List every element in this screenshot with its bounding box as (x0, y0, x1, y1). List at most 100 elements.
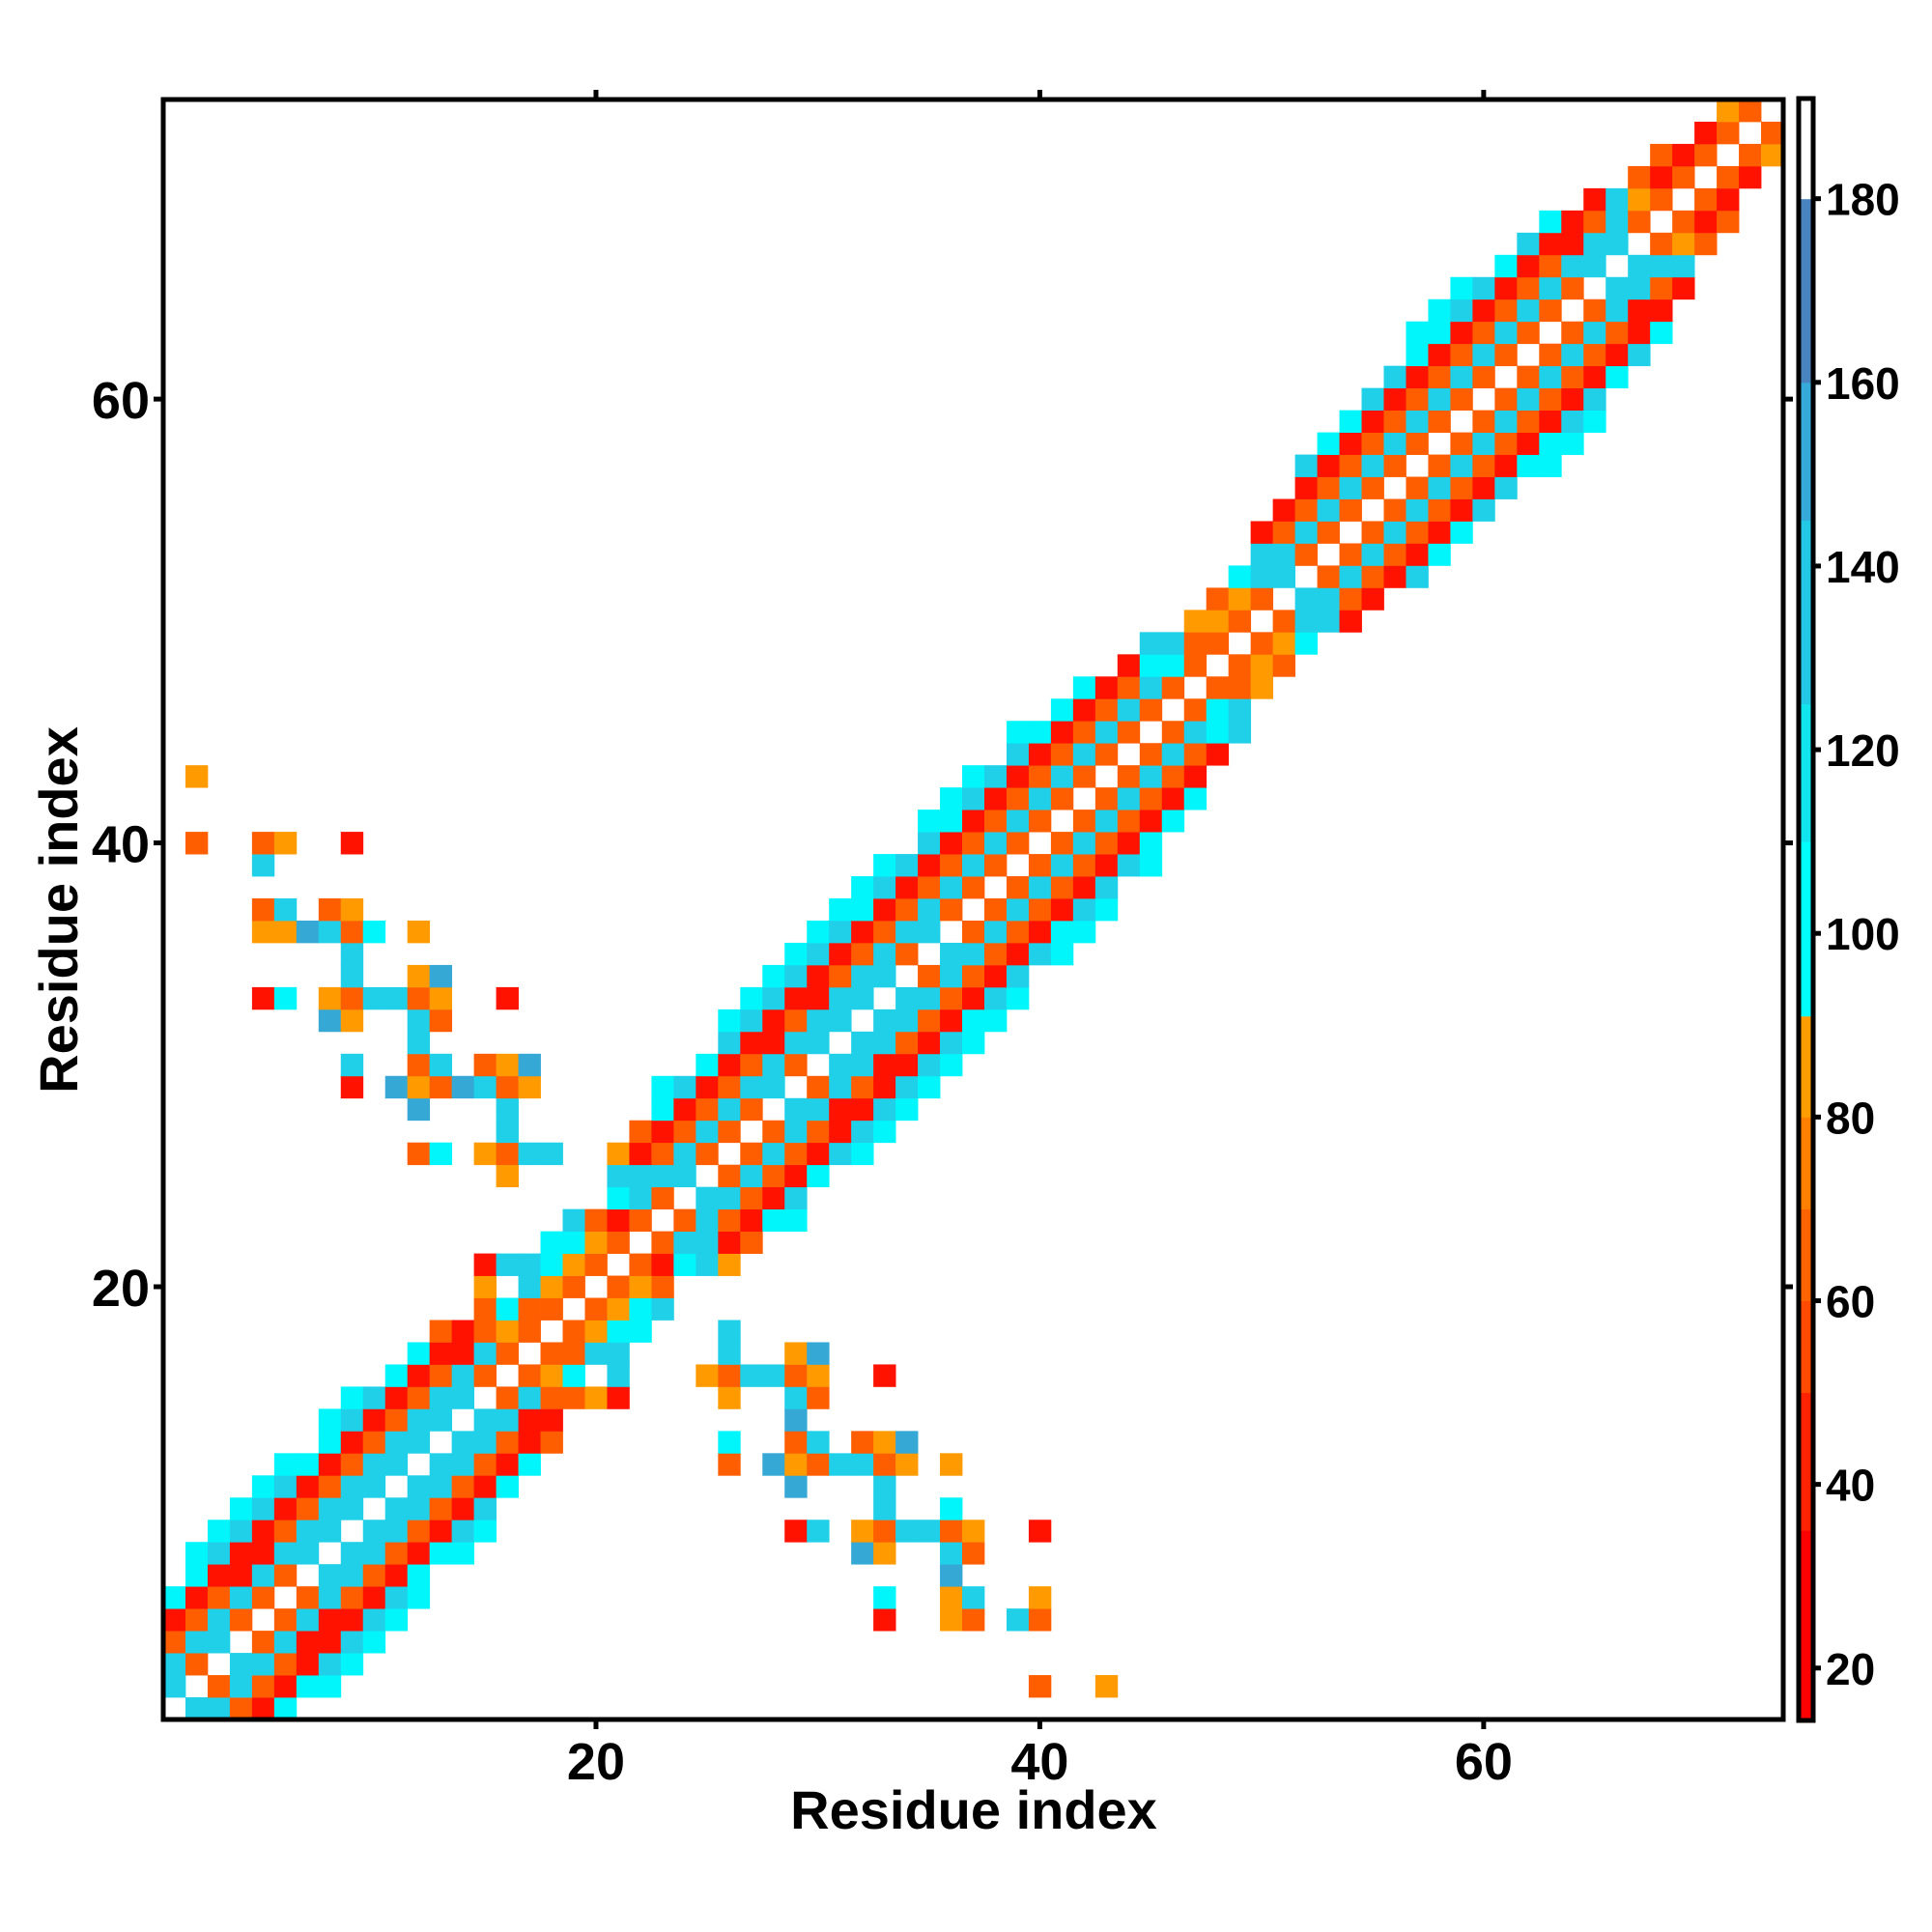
heatmap-cell (318, 1009, 342, 1033)
heatmap-cell (1406, 343, 1429, 367)
heatmap-cell (1517, 298, 1540, 323)
heatmap-cell (1628, 321, 1651, 345)
heatmap-cell (918, 854, 941, 877)
heatmap-cell (718, 1253, 741, 1276)
x-tick-label: 60 (1455, 1733, 1513, 1791)
heatmap-cell (496, 1075, 519, 1099)
heatmap-cell (1494, 276, 1518, 300)
heatmap-cell (1206, 632, 1230, 655)
heatmap-cell (251, 1520, 275, 1543)
heatmap-cell (1117, 787, 1141, 810)
heatmap-cell (829, 964, 852, 988)
heatmap-cell (473, 1320, 497, 1343)
heatmap-cell (1539, 365, 1562, 389)
heatmap-cell (784, 1453, 808, 1476)
heatmap-cell (1072, 765, 1096, 788)
heatmap-cell (1539, 387, 1562, 412)
heatmap-cell (1605, 365, 1629, 389)
x-tick-label: 20 (567, 1733, 625, 1791)
heatmap-cell (718, 1342, 741, 1365)
heatmap-cell (807, 942, 830, 966)
heatmap-cell (940, 1497, 963, 1520)
heatmap-cell (962, 765, 985, 788)
heatmap-cell (1717, 210, 1740, 234)
heatmap-cell (473, 1075, 497, 1099)
heatmap-cell (584, 1386, 608, 1409)
heatmap-cell (407, 1586, 431, 1609)
heatmap-cell (473, 1364, 497, 1387)
heatmap-cell (718, 1431, 741, 1454)
heatmap-cell (983, 854, 1008, 877)
heatmap-cell (1428, 321, 1451, 345)
heatmap-cell (340, 1475, 364, 1498)
heatmap-cell (629, 1253, 652, 1276)
heatmap-cell (1650, 298, 1673, 323)
heatmap-cell (1317, 521, 1340, 544)
heatmap-cell (807, 1364, 830, 1387)
heatmap-cell (340, 1653, 364, 1676)
heatmap-cell (629, 1297, 652, 1321)
heatmap-cell (1672, 210, 1695, 234)
heatmap-cell (940, 1542, 963, 1565)
heatmap-cell (1117, 676, 1141, 699)
heatmap-cell (918, 1031, 941, 1055)
heatmap-cell (1472, 298, 1495, 323)
heatmap-cell (1094, 810, 1119, 833)
colorbar-tick-label: 160 (1826, 358, 1900, 409)
heatmap-cell (518, 1408, 541, 1432)
heatmap-cell (1428, 387, 1451, 412)
heatmap-cell (318, 1564, 342, 1587)
heatmap-cell (784, 1053, 808, 1077)
heatmap-cell (1628, 298, 1651, 323)
heatmap-cell (1117, 765, 1141, 788)
heatmap-cell (1428, 521, 1451, 544)
heatmap-cell (1761, 121, 1784, 145)
heatmap-cell (1250, 676, 1274, 699)
heatmap-cell (340, 832, 364, 855)
heatmap-cell (473, 1520, 497, 1543)
heatmap-cell (895, 1053, 919, 1077)
heatmap-cell (607, 1386, 630, 1409)
heatmap-cell (273, 1542, 298, 1565)
heatmap-cell (207, 1564, 231, 1587)
heatmap-cell (518, 1075, 541, 1099)
heatmap-cell (407, 1031, 431, 1055)
heatmap-cell (473, 1275, 497, 1298)
heatmap-cell (1006, 743, 1030, 766)
heatmap-cell (762, 1120, 785, 1144)
heatmap-cell (451, 1520, 475, 1543)
colorbar-segment (1801, 382, 1811, 521)
heatmap-cell (962, 1608, 985, 1632)
heatmap-cell (829, 1142, 852, 1166)
heatmap-cell (1183, 743, 1208, 766)
heatmap-cell (1472, 476, 1495, 499)
heatmap-cell (1361, 454, 1384, 477)
heatmap-cell (562, 1364, 585, 1387)
heatmap-cell (229, 1542, 253, 1565)
heatmap-cell (607, 1142, 630, 1166)
heatmap-cell (1583, 187, 1606, 212)
heatmap-cell (1094, 876, 1119, 899)
heatmap-cell (407, 964, 431, 988)
heatmap-cell (918, 1075, 941, 1099)
heatmap-cell (429, 1142, 453, 1166)
heatmap-cell (1006, 765, 1030, 788)
heatmap-cell (540, 1408, 563, 1432)
heatmap-cell (1139, 765, 1163, 788)
heatmap-cell (1361, 432, 1384, 455)
heatmap-cell (983, 810, 1008, 833)
heatmap-cell (718, 1364, 741, 1387)
heatmap-cell (1428, 365, 1451, 389)
heatmap-cell (1539, 298, 1562, 323)
heatmap-cell (1050, 898, 1074, 922)
heatmap-cell (251, 1697, 275, 1720)
heatmap-cell (1028, 743, 1052, 766)
heatmap-cell (1317, 498, 1340, 522)
heatmap-cell (1139, 632, 1163, 655)
heatmap-cell (740, 1164, 763, 1188)
heatmap-cell (1517, 232, 1540, 256)
heatmap-cell (1583, 387, 1606, 412)
heatmap-cell (1028, 721, 1052, 744)
heatmap-cell (651, 1120, 674, 1144)
colorbar-segment (1801, 1015, 1811, 1118)
